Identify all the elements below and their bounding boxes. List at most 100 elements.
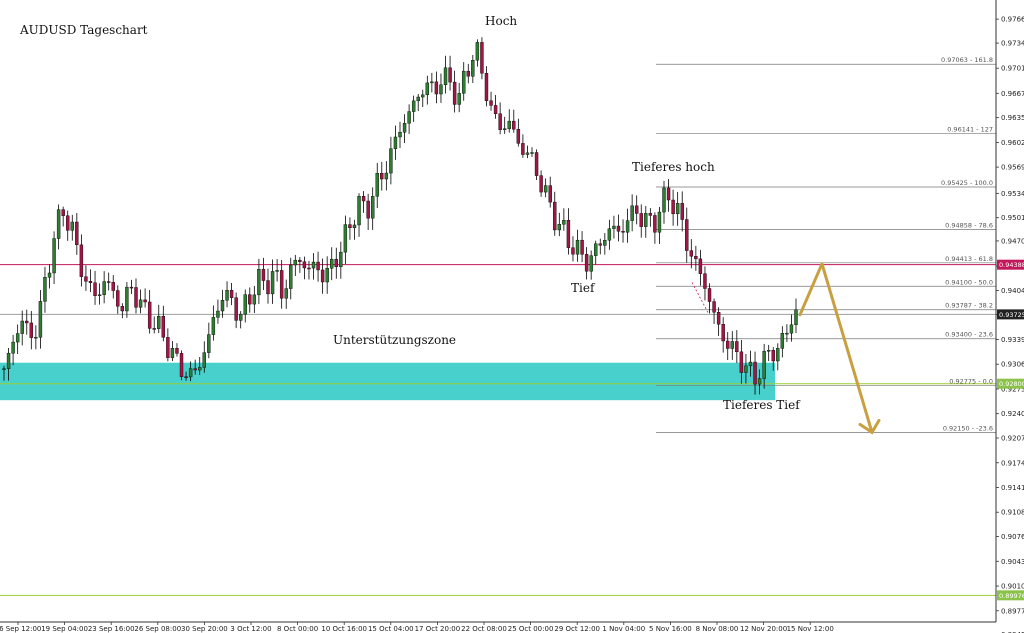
candle-body bbox=[653, 215, 657, 233]
candle-body bbox=[748, 361, 753, 367]
candle-body bbox=[84, 276, 88, 282]
candle-body bbox=[512, 120, 516, 130]
candle-body bbox=[580, 239, 584, 255]
y-tick-label-0: 0.97665 bbox=[1001, 16, 1024, 24]
forecast-arrowhead bbox=[858, 418, 881, 435]
x-tick-label-9: 17 Oct 20:00 bbox=[415, 625, 461, 633]
candle-body bbox=[375, 173, 379, 197]
candle-body bbox=[270, 271, 275, 295]
y-tick-label-17: 0.92075 bbox=[1001, 435, 1024, 443]
candle-body bbox=[411, 100, 416, 112]
candle-body bbox=[188, 368, 193, 378]
candle-body bbox=[179, 353, 184, 377]
fib-level-label-1: 0.96141 - 127 bbox=[947, 125, 993, 133]
y-tick-label-19: 0.91415 bbox=[1001, 484, 1024, 492]
candle-body bbox=[207, 334, 211, 353]
candle-body bbox=[625, 220, 630, 233]
candle-body bbox=[707, 288, 712, 302]
candle-body bbox=[56, 209, 61, 239]
candle-body bbox=[166, 337, 170, 358]
candle-body bbox=[644, 213, 648, 227]
candle-body bbox=[311, 261, 316, 269]
candle-body bbox=[712, 301, 716, 313]
candle-body bbox=[293, 259, 298, 266]
candle-body bbox=[298, 259, 302, 262]
price-tag-label-2: 0.92800 bbox=[999, 380, 1024, 388]
fib-level-label-8: 0.92775 - 0.0 bbox=[949, 378, 993, 386]
candle-body bbox=[471, 60, 475, 77]
support-zone-label: Unterstützungszone bbox=[333, 333, 456, 347]
candle-body bbox=[220, 300, 225, 312]
candle-body bbox=[380, 173, 384, 180]
candle-body bbox=[111, 282, 115, 291]
candle-body bbox=[284, 288, 288, 299]
x-tick-label-1: 19 Sep 04:00 bbox=[41, 625, 88, 633]
candle-body bbox=[116, 290, 120, 307]
candle-body bbox=[534, 152, 539, 176]
candle-body bbox=[530, 152, 534, 154]
y-tick-label-1: 0.97345 bbox=[1001, 40, 1024, 48]
candle-body bbox=[489, 100, 493, 106]
candle-body bbox=[452, 81, 457, 105]
candle-body bbox=[243, 294, 247, 315]
x-tick-label-10: 22 Oct 08:00 bbox=[461, 625, 507, 633]
price-tag-label-3: 0.89976 bbox=[999, 592, 1024, 600]
y-tick-label-9: 0.94705 bbox=[1001, 237, 1024, 245]
candle-body bbox=[735, 341, 739, 353]
annotation-tieferes-hoch: Tieferes hoch bbox=[632, 160, 715, 174]
candle-body bbox=[539, 175, 543, 193]
candle-body bbox=[416, 96, 420, 102]
candle-body bbox=[543, 185, 548, 193]
fib-level-label-4: 0.94413 - 61.8 bbox=[945, 255, 993, 263]
candle-body bbox=[61, 209, 65, 216]
y-tick-label-3: 0.96675 bbox=[1001, 90, 1024, 98]
candle-body bbox=[598, 243, 602, 246]
candle-body bbox=[361, 196, 366, 202]
candle-body bbox=[480, 42, 484, 74]
candle-body bbox=[716, 312, 721, 325]
candle-body bbox=[134, 287, 138, 308]
x-tick-label-15: 8 Nov 08:00 bbox=[696, 625, 739, 633]
candle-body bbox=[493, 105, 498, 114]
x-tick-label-6: 8 Oct 00:00 bbox=[277, 625, 318, 633]
candle-body bbox=[316, 261, 320, 271]
y-tick-label-8: 0.95015 bbox=[1001, 214, 1024, 222]
candle-body bbox=[616, 225, 621, 232]
candle-body bbox=[666, 187, 671, 201]
price-tag-0 bbox=[997, 259, 1024, 270]
x-tick-label-11: 25 Oct 00:00 bbox=[508, 625, 554, 633]
candle-body bbox=[698, 258, 703, 274]
candle-body bbox=[571, 247, 575, 255]
candle-body bbox=[662, 187, 666, 213]
x-tick-label-4: 30 Sep 20:00 bbox=[181, 625, 228, 633]
candle-body bbox=[175, 348, 179, 354]
candle-body bbox=[730, 341, 734, 349]
candle-body bbox=[325, 268, 329, 283]
candle-body bbox=[302, 261, 307, 269]
candle-body bbox=[594, 243, 598, 256]
candle-body bbox=[603, 239, 607, 246]
candle-body bbox=[97, 294, 102, 296]
candle-body bbox=[721, 324, 725, 342]
candle-body bbox=[457, 93, 461, 105]
candle-body bbox=[384, 172, 389, 180]
support-zone bbox=[0, 362, 775, 401]
candle-body bbox=[757, 378, 762, 385]
candle-body bbox=[612, 225, 616, 229]
candle-body bbox=[157, 316, 161, 329]
candle-body bbox=[398, 131, 402, 138]
candle-body bbox=[75, 221, 79, 246]
candle-body bbox=[25, 320, 29, 324]
fib-anchor-line bbox=[691, 282, 709, 313]
candle-body bbox=[370, 196, 375, 219]
candle-body bbox=[621, 231, 625, 233]
x-tick-label-3: 26 Sep 08:00 bbox=[134, 625, 181, 633]
